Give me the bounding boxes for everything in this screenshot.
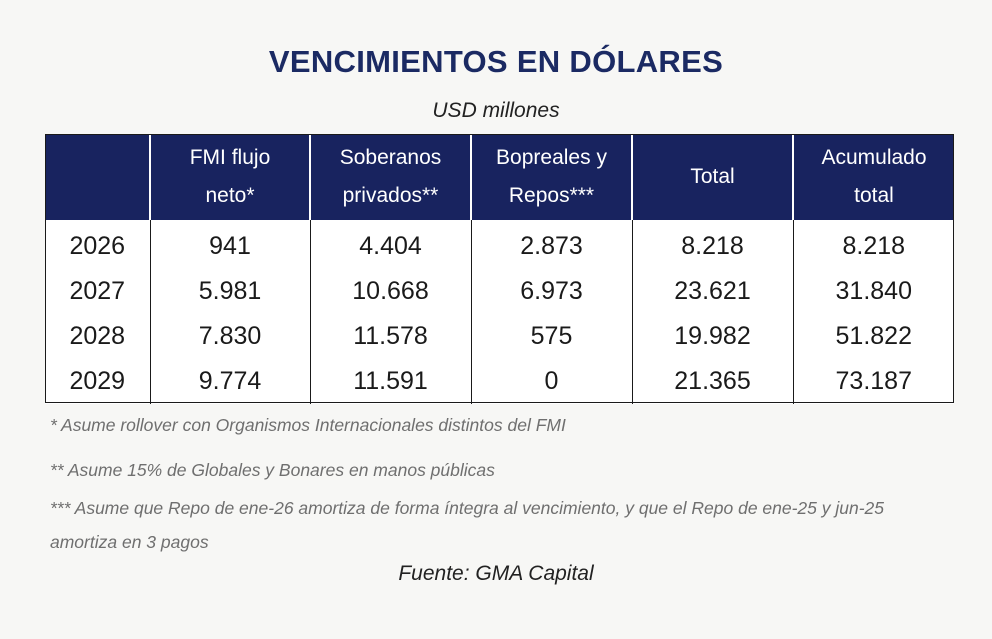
year-cell: 2026 [69, 232, 126, 260]
acumulado-cell: 8.218 [792, 220, 954, 269]
header-cell-total: Total [631, 134, 793, 220]
bopreales-cell: 2.873 [470, 220, 632, 269]
bopreales-cell: 0 [470, 359, 632, 404]
total-cell: 23.621 [631, 269, 793, 314]
header-cell-fmi: FMI flujo neto* [149, 134, 310, 220]
acumulado-cell: 51.822 [792, 314, 954, 359]
header-cell-year [45, 134, 150, 220]
soberanos-cell: 11.591 [309, 359, 471, 404]
source-credit: Fuente: GMA Capital [398, 562, 594, 585]
fmi-cell: 9.774 [149, 359, 310, 404]
year-cell: 2029 [69, 367, 126, 395]
fmi-cell: 5.981 [149, 269, 310, 314]
header-cell-soberanos: Soberanos privados** [309, 134, 471, 220]
table-header-row: FMI flujo neto* Soberanos privados** Bop… [45, 134, 954, 220]
year-cell: 2028 [69, 322, 126, 350]
fmi-cell: 941 [149, 220, 310, 269]
acumulado-cell: 73.187 [792, 359, 954, 404]
page-title: VENCIMIENTOS EN DÓLARES [268, 44, 724, 79]
bopreales-cell: 6.973 [470, 269, 632, 314]
soberanos-cell: 10.668 [309, 269, 471, 314]
footnote-repos: *** Asume que Repo de ene-26 amortiza de… [50, 498, 885, 552]
table-row: 2026 941 4.404 2.873 8.218 8.218 [45, 220, 954, 269]
soberanos-cell: 4.404 [309, 220, 471, 269]
year-cell: 2027 [69, 277, 126, 305]
total-cell: 8.218 [631, 220, 793, 269]
fmi-cell: 7.830 [149, 314, 310, 359]
table-row: 2029 9.774 11.591 0 21.365 73.187 [45, 359, 954, 404]
total-cell: 21.365 [631, 359, 793, 404]
footnote-fmi: * Asume rollover con Organismos Internac… [50, 415, 566, 435]
header-cell-bopreales: Bopreales y Repos*** [470, 134, 632, 220]
table-row: 2028 7.830 11.578 575 19.982 51.822 [45, 314, 954, 359]
page-subtitle: USD millones [432, 99, 560, 122]
soberanos-cell: 11.578 [309, 314, 471, 359]
table-row: 2027 5.981 10.668 6.973 23.621 31.840 [45, 269, 954, 314]
maturities-table: FMI flujo neto* Soberanos privados** Bop… [45, 134, 954, 404]
header-cell-acumulado: Acumulado total [792, 134, 954, 220]
acumulado-cell: 31.840 [792, 269, 954, 314]
total-cell: 19.982 [631, 314, 793, 359]
bopreales-cell: 575 [470, 314, 632, 359]
footnote-soberanos: ** Asume 15% de Globales y Bonares en ma… [50, 460, 495, 480]
